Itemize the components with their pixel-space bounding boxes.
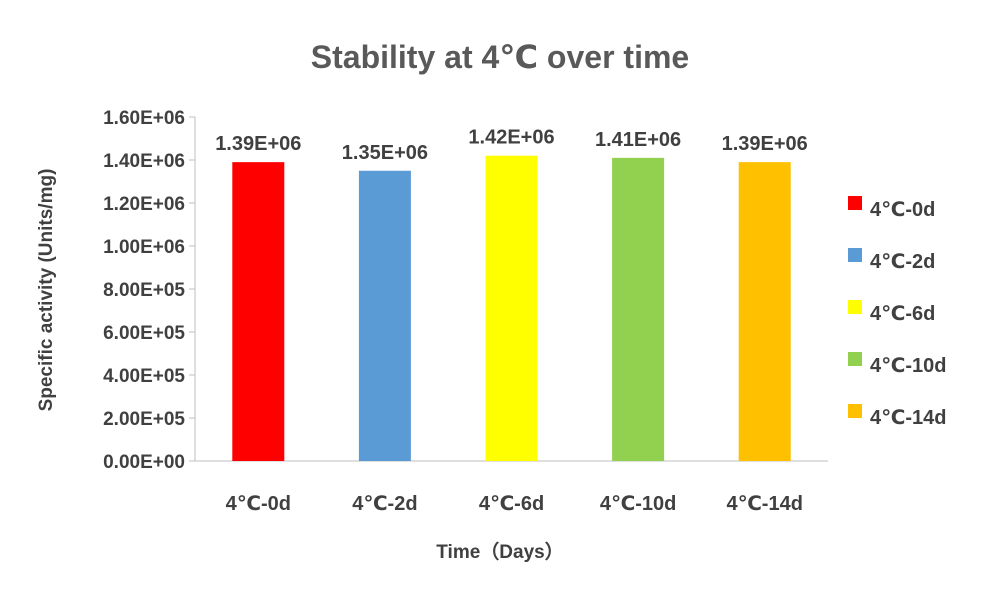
legend-swatch bbox=[848, 248, 862, 262]
legend-swatch bbox=[848, 196, 862, 210]
bar bbox=[358, 170, 411, 461]
legend-label: 4℃-0d bbox=[870, 199, 935, 221]
data-label: 1.41E+06 bbox=[595, 129, 681, 151]
legend-swatch bbox=[848, 352, 862, 366]
legend-swatch bbox=[848, 300, 862, 314]
y-tick-label: 0.00E+00 bbox=[103, 452, 185, 473]
chart-title: Stability at 4℃ over time bbox=[311, 39, 689, 75]
y-tick-label: 2.00E+05 bbox=[103, 409, 185, 430]
x-tick-label: 4℃-14d bbox=[726, 493, 802, 515]
data-label: 1.39E+06 bbox=[722, 133, 808, 155]
y-tick-label: 1.20E+06 bbox=[103, 194, 185, 215]
x-tick-label: 4℃-6d bbox=[479, 493, 544, 515]
y-tick-label: 1.00E+06 bbox=[103, 237, 185, 258]
bar bbox=[738, 162, 791, 461]
y-tick-label: 6.00E+05 bbox=[103, 323, 185, 344]
data-label: 1.35E+06 bbox=[342, 142, 428, 164]
data-label: 1.39E+06 bbox=[215, 133, 301, 155]
y-tick-label: 4.00E+05 bbox=[103, 366, 185, 387]
data-label: 1.42E+06 bbox=[468, 127, 554, 149]
y-tick-label: 1.60E+06 bbox=[103, 108, 185, 129]
legend-label: 4℃-10d bbox=[870, 355, 946, 377]
x-tick-label: 4℃-0d bbox=[226, 493, 291, 515]
bar bbox=[232, 162, 285, 461]
x-tick-label: 4℃-2d bbox=[352, 493, 417, 515]
legend-label: 4℃-2d bbox=[870, 251, 935, 273]
y-tick-label: 8.00E+05 bbox=[103, 280, 185, 301]
plot-area: 0.00E+00 2.00E+05 4.00E+05 6.00E+05 8.00E+05… bbox=[103, 108, 828, 515]
y-tick-label: 1.40E+06 bbox=[103, 151, 185, 172]
legend-label: 4℃-6d bbox=[870, 303, 935, 325]
bar bbox=[612, 157, 665, 461]
legend-label: 4℃-14d bbox=[870, 407, 946, 429]
bar bbox=[485, 155, 538, 461]
x-tick-label: 4℃-10d bbox=[600, 493, 676, 515]
legend: 4℃-0d 4℃-2d 4℃-6d 4℃-10d 4℃-14d bbox=[848, 196, 946, 429]
legend-swatch bbox=[848, 404, 862, 418]
y-axis-label: Specific activity (Units/mg) bbox=[36, 169, 57, 412]
x-axis-label: Time（Days） bbox=[436, 540, 563, 563]
